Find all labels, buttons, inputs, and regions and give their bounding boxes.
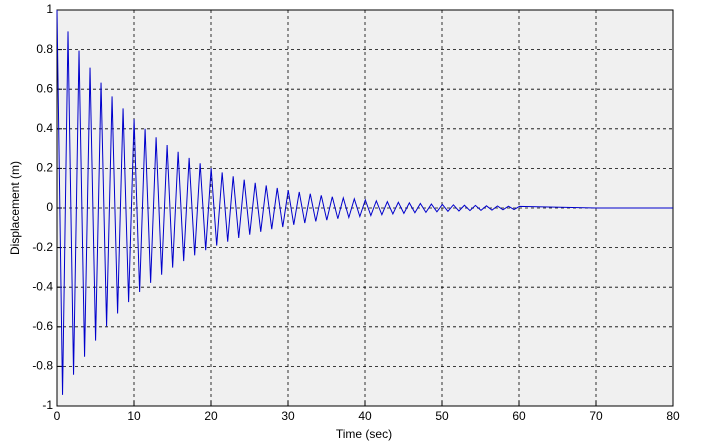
y-tick-label: 0.2 [36,161,53,175]
x-tick-label: 50 [435,409,449,423]
x-tick-label: 10 [127,409,141,423]
y-tick-label: -1 [42,398,53,412]
x-axis-label: Time (sec) [336,427,392,441]
x-tick-label: 40 [358,409,372,423]
y-tick-label: 0.4 [36,121,53,135]
x-tick-label: 70 [589,409,603,423]
y-axis-label: Displacement (m) [8,161,22,255]
y-tick-label: 0 [46,200,53,214]
x-tick-label: 20 [204,409,218,423]
x-tick-label: 0 [54,409,61,423]
y-tick-label: 0.6 [36,81,53,95]
y-tick-label: -0.8 [32,359,53,373]
x-tick-label: 80 [666,409,680,423]
y-tick-label: -0.2 [32,240,53,254]
x-tick-label: 60 [512,409,526,423]
y-tick-label: 1 [46,2,53,16]
y-tick-label: -0.4 [32,279,53,293]
y-tick-label: 0.8 [36,42,53,56]
y-tick-label: -0.6 [32,319,53,333]
x-tick-label: 30 [281,409,295,423]
data-line [56,9,673,395]
